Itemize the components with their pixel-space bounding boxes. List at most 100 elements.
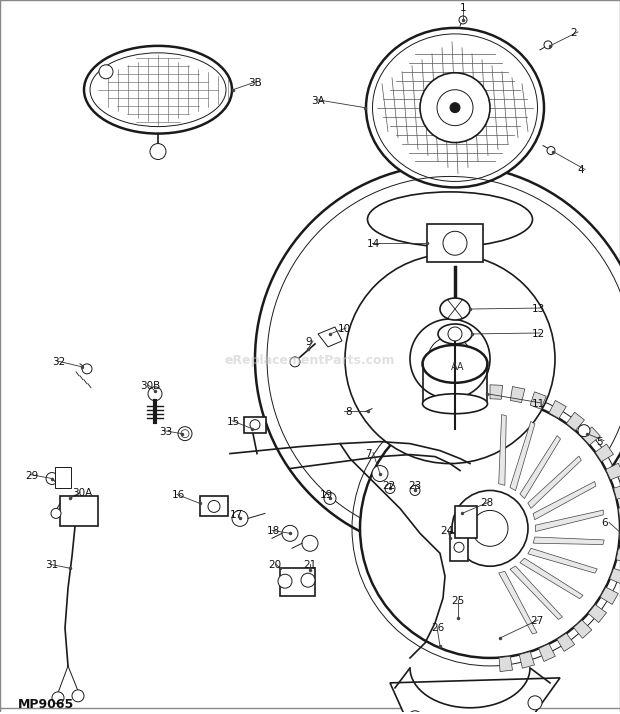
Text: 26: 26 (432, 623, 445, 633)
Circle shape (420, 73, 490, 143)
Text: 23: 23 (408, 481, 421, 491)
Text: 12: 12 (532, 329, 545, 339)
Text: 2: 2 (570, 28, 577, 38)
Polygon shape (582, 427, 600, 445)
Bar (244, 417, 266, 433)
Polygon shape (539, 644, 556, 661)
Ellipse shape (440, 298, 470, 320)
Polygon shape (530, 392, 546, 409)
Circle shape (454, 543, 464, 552)
Text: 25: 25 (451, 596, 464, 606)
Ellipse shape (438, 324, 472, 344)
Circle shape (547, 146, 555, 154)
Polygon shape (533, 537, 604, 545)
Text: 3A: 3A (311, 96, 325, 106)
Circle shape (528, 696, 542, 710)
Circle shape (148, 387, 162, 401)
Circle shape (72, 690, 84, 702)
Bar (200, 496, 228, 516)
Text: 21: 21 (303, 560, 317, 570)
Polygon shape (520, 558, 583, 598)
Circle shape (372, 466, 388, 481)
Circle shape (150, 144, 166, 159)
Polygon shape (588, 605, 606, 623)
Text: 30B: 30B (140, 381, 160, 391)
Text: 33: 33 (159, 427, 172, 437)
Polygon shape (549, 401, 566, 418)
Circle shape (578, 425, 590, 437)
Circle shape (324, 493, 336, 504)
Polygon shape (318, 327, 342, 347)
Bar (280, 568, 315, 596)
Polygon shape (528, 456, 582, 508)
Text: 8: 8 (345, 407, 352, 417)
Circle shape (255, 164, 620, 553)
Polygon shape (510, 566, 562, 620)
Circle shape (178, 427, 192, 441)
Text: 30A: 30A (72, 488, 92, 498)
Circle shape (46, 473, 58, 485)
Polygon shape (574, 620, 592, 638)
Circle shape (437, 90, 473, 126)
Circle shape (302, 536, 318, 551)
Text: 19: 19 (320, 491, 334, 501)
Circle shape (410, 319, 490, 398)
Circle shape (410, 486, 420, 496)
Circle shape (51, 508, 61, 518)
Ellipse shape (368, 192, 533, 247)
Ellipse shape (422, 394, 487, 413)
Text: 1: 1 (459, 3, 466, 13)
Text: 14: 14 (367, 239, 380, 249)
Text: 27: 27 (530, 616, 543, 626)
Circle shape (278, 574, 292, 588)
Text: 20: 20 (268, 560, 281, 570)
Bar (60, 496, 98, 526)
Polygon shape (606, 463, 620, 480)
Text: 16: 16 (172, 491, 185, 501)
Text: AA: AA (451, 362, 465, 372)
Circle shape (408, 710, 422, 714)
Text: 9: 9 (305, 337, 312, 347)
Text: 4: 4 (577, 166, 583, 176)
Circle shape (443, 231, 467, 255)
Text: 15: 15 (227, 417, 240, 427)
Polygon shape (528, 548, 597, 573)
Text: MP9065: MP9065 (18, 698, 74, 711)
Bar (450, 533, 468, 561)
Text: 22: 22 (382, 481, 396, 491)
Bar (427, 224, 483, 262)
Bar (455, 506, 477, 538)
Polygon shape (595, 444, 613, 462)
Circle shape (250, 420, 260, 430)
Polygon shape (498, 415, 507, 486)
Text: 5: 5 (596, 437, 603, 447)
Circle shape (385, 483, 395, 493)
Polygon shape (533, 481, 596, 520)
Circle shape (459, 16, 467, 24)
Text: 31: 31 (45, 560, 58, 570)
Ellipse shape (366, 28, 544, 187)
Bar (55, 466, 71, 488)
Circle shape (290, 357, 300, 367)
Text: 7: 7 (365, 448, 371, 458)
Circle shape (208, 501, 220, 513)
Circle shape (450, 103, 460, 113)
Text: 11: 11 (532, 398, 545, 408)
Polygon shape (536, 510, 603, 531)
Circle shape (360, 398, 620, 658)
Circle shape (99, 65, 113, 79)
Circle shape (452, 491, 528, 566)
Text: 10: 10 (338, 324, 351, 334)
Polygon shape (616, 548, 620, 563)
Circle shape (301, 573, 315, 587)
Circle shape (345, 254, 555, 463)
Text: 3B: 3B (248, 78, 262, 88)
Text: 32: 32 (51, 357, 65, 367)
Polygon shape (600, 587, 618, 605)
Text: 24: 24 (440, 526, 453, 536)
Polygon shape (510, 386, 525, 403)
Polygon shape (499, 656, 513, 672)
Text: 18: 18 (267, 526, 280, 536)
Circle shape (52, 692, 64, 704)
Circle shape (82, 364, 92, 374)
